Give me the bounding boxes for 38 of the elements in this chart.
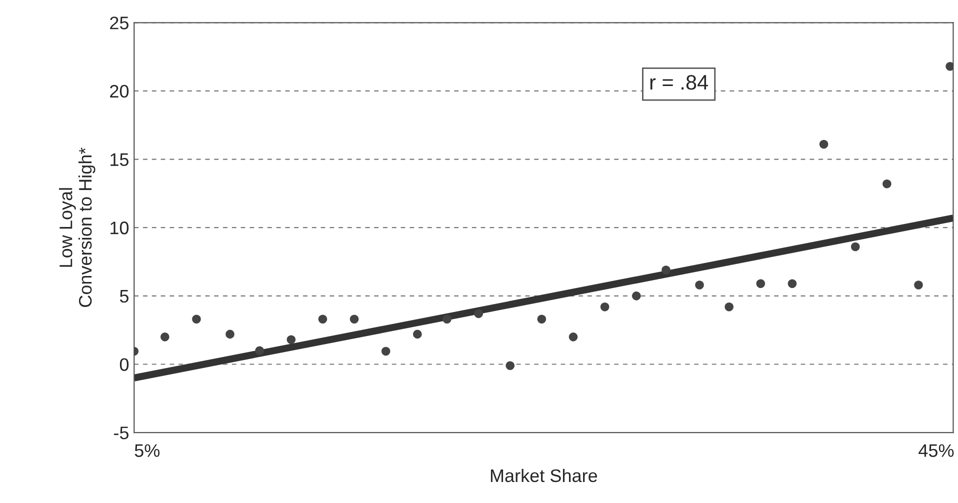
point (286, 335, 296, 344)
point (695, 280, 704, 290)
point (788, 279, 797, 288)
x-axis-title: Market Share (490, 468, 598, 482)
x-tick-label: 5% (134, 444, 160, 457)
point (537, 314, 546, 324)
point (255, 346, 264, 355)
point (506, 361, 515, 370)
y-tick-label: 5 (120, 290, 129, 303)
annotation: r = .84 (650, 74, 708, 90)
point (819, 140, 828, 149)
point (226, 330, 234, 339)
point (350, 314, 359, 324)
point (600, 302, 610, 312)
point (568, 332, 578, 342)
point (442, 314, 452, 324)
x-tick-label: 45% (918, 444, 954, 457)
point (381, 346, 390, 356)
y-tick-label: 15 (110, 153, 129, 166)
y-tick-label: -5 (114, 426, 129, 440)
y-tick-label: 10 (110, 222, 129, 234)
point (756, 279, 766, 288)
point (914, 280, 923, 290)
y-axis-title: Low Loyal Conversion to High* (59, 148, 96, 307)
point (946, 62, 954, 71)
point (850, 242, 860, 252)
y-tick-label: 20 (110, 84, 129, 98)
y-tick-label: 0 (120, 358, 129, 371)
point (160, 332, 170, 342)
point (724, 302, 734, 312)
point (318, 314, 328, 324)
point (882, 179, 892, 188)
point (474, 309, 483, 318)
y-tick-label: 25 (110, 16, 129, 30)
point (413, 330, 422, 339)
point (192, 314, 201, 324)
point (632, 292, 641, 300)
point (662, 266, 670, 274)
